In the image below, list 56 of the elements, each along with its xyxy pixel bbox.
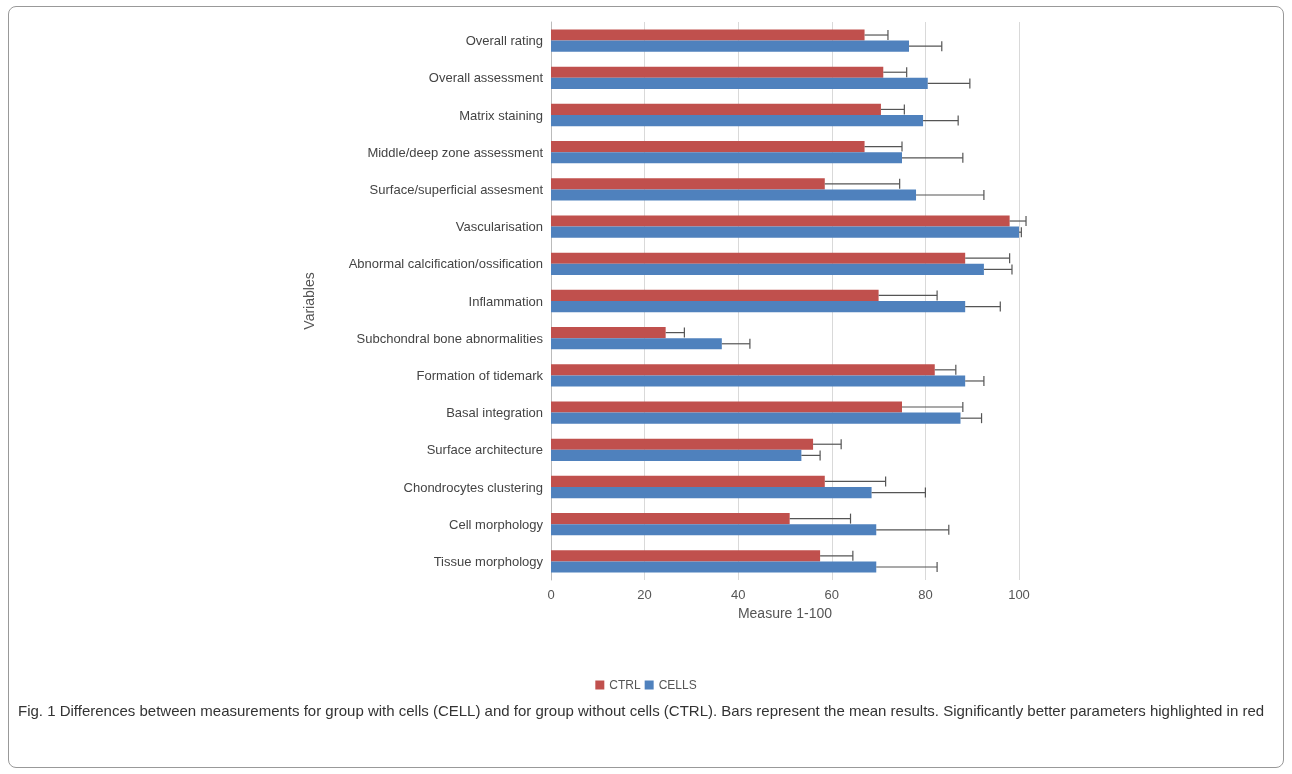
y-tick-label: Subchondral bone abnormalities: [356, 330, 544, 346]
bar: [551, 215, 1010, 227]
bar: [551, 263, 984, 275]
bar: [551, 561, 877, 573]
bar: [551, 115, 924, 127]
bar: [551, 103, 881, 115]
bar: [551, 438, 814, 450]
y-axis-title: Variables: [301, 272, 317, 330]
y-tick-label: Formation of tidemark: [416, 367, 544, 383]
bar: [551, 152, 902, 164]
y-tick-label: Basal integration: [446, 405, 543, 421]
bar: [551, 301, 966, 313]
y-tick-label: Surface architecture: [426, 442, 543, 458]
x-tick-label: 0: [547, 587, 555, 602]
y-tick-label: Overall assessment: [428, 70, 544, 86]
x-tick-label: 40: [730, 587, 746, 602]
y-tick-label: Abnormal calcification/ossification: [348, 256, 543, 272]
y-tick-label: Chondrocytes clustering: [403, 479, 543, 495]
bar: [551, 40, 910, 52]
y-tick-label: Tissue morphology: [433, 553, 544, 569]
x-tick-label: 80: [918, 587, 933, 602]
y-tick-label: Surface/superficial assesment: [369, 181, 544, 197]
legend-label: CELLS: [658, 678, 697, 692]
bar: [551, 141, 865, 153]
bar: [551, 77, 928, 89]
y-tick-label: Overall rating: [465, 33, 543, 49]
bar: [551, 524, 877, 536]
bar: [551, 66, 884, 78]
y-tick-label: Matrix staining: [459, 107, 543, 123]
bar: [551, 550, 821, 562]
bar: [551, 364, 935, 376]
y-tick-label: Middle/deep zone assessment: [367, 144, 544, 160]
caption: Fig. 1 Differences between measurements for group with cells (CELL) and for group without cells (CTRL). Bars represent the mean results. Significantly better parameters highlighted in red: [18, 701, 1266, 721]
bar: [551, 412, 961, 424]
bar: [551, 189, 917, 201]
bar: [551, 375, 966, 387]
bar: [551, 475, 825, 487]
x-tick-label: 60: [824, 587, 840, 602]
bar: [551, 338, 722, 350]
bar: [551, 289, 879, 301]
y-tick-label: Inflammation: [468, 293, 543, 309]
bar: [551, 29, 865, 41]
bar: [551, 487, 872, 499]
legend-label: CTRL: [609, 678, 641, 692]
bar: [551, 226, 1019, 238]
bar: [551, 178, 825, 190]
y-tick-label: Cell morphology: [449, 516, 544, 532]
x-tick-label: 20: [637, 587, 652, 602]
bar: [551, 401, 902, 413]
bar: [551, 327, 666, 339]
bar: [551, 252, 966, 264]
y-tick-label: Vascularisation: [455, 219, 543, 235]
x-tick-label: 100: [1008, 587, 1030, 602]
bar: [551, 449, 802, 461]
x-axis-title: Measure 1-100: [737, 605, 833, 621]
bar: [551, 513, 790, 525]
